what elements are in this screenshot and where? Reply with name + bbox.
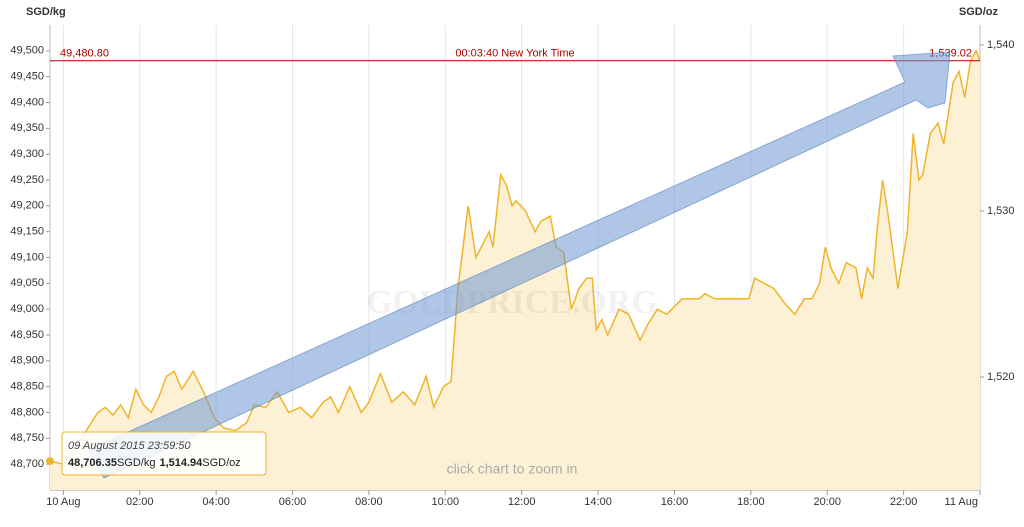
y-tick-label: 49,100 [10, 251, 44, 263]
tooltip-oz: 1,514.94 [159, 457, 203, 469]
reference-time: 00:03:40 New York Time [455, 48, 574, 60]
tooltip-box [61, 431, 267, 476]
x-tick-label: 22:00 [890, 496, 918, 508]
hover-point [46, 457, 54, 466]
y-tick-label: 48,800 [10, 406, 44, 418]
tooltip-oz-unit: SGD/oz [202, 457, 241, 469]
y-tick-label: 48,850 [10, 381, 44, 393]
y2-tick-label: 1,520 [987, 371, 1015, 383]
y-tick-label: 49,400 [10, 96, 44, 108]
tooltip-date: 09 August 2015 23:59:50 [68, 440, 191, 452]
reference-label: 49,480.80 [60, 48, 109, 60]
y-tick-label: 49,250 [10, 174, 44, 186]
x-tick-label: 11 Aug [945, 496, 978, 508]
y-axis-title: SGD/kg [26, 6, 66, 18]
y-tick-label: 49,050 [10, 277, 44, 289]
tooltip-value: 48,706.35SGD/kg 1,514.94SGD/oz [68, 457, 241, 469]
y-tick-label: 49,450 [10, 71, 44, 83]
y2-tick-label: 1,540 [987, 39, 1015, 51]
x-tick-label: 04:00 [202, 496, 230, 508]
x-tick-label: 06:00 [279, 496, 307, 508]
trend-arrow [87, 51, 951, 479]
x-tick-label: 10 Aug [46, 496, 80, 508]
x-tick-label: 20:00 [813, 496, 841, 508]
x-tick-label: 14:00 [584, 496, 612, 508]
y-tick-label: 48,700 [10, 458, 44, 470]
y-tick-label: 49,350 [10, 122, 44, 134]
x-tick-label: 02:00 [126, 496, 154, 508]
y-tick-label: 49,150 [10, 226, 44, 238]
tooltip-kg-unit: SGD/kg [117, 457, 156, 469]
y-tick-label: 49,500 [10, 45, 44, 57]
x-tick-label: 16:00 [661, 496, 689, 508]
y2-axis-title: SGD/oz [959, 6, 999, 18]
y2-tick-label: 1,530 [987, 205, 1015, 217]
y-tick-label: 48,750 [10, 432, 44, 444]
x-tick-label: 08:00 [355, 496, 383, 508]
y-tick-label: 49,300 [10, 148, 44, 160]
x-tick-label: 18:00 [737, 496, 765, 508]
y-tick-label: 48,950 [10, 329, 44, 341]
y-tick-label: 49,200 [10, 200, 44, 212]
tooltip: 09 August 2015 23:59:50 48,706.35SGD/kg 1… [61, 431, 267, 476]
tooltip-kg: 48,706.35 [68, 457, 117, 469]
zoom-hint[interactable]: click chart to zoom in [447, 461, 578, 477]
x-tick-label: 10:00 [432, 496, 460, 508]
y-tick-label: 48,900 [10, 355, 44, 367]
x-tick-label: 12:00 [508, 496, 536, 508]
y-tick-label: 49,000 [10, 303, 44, 315]
